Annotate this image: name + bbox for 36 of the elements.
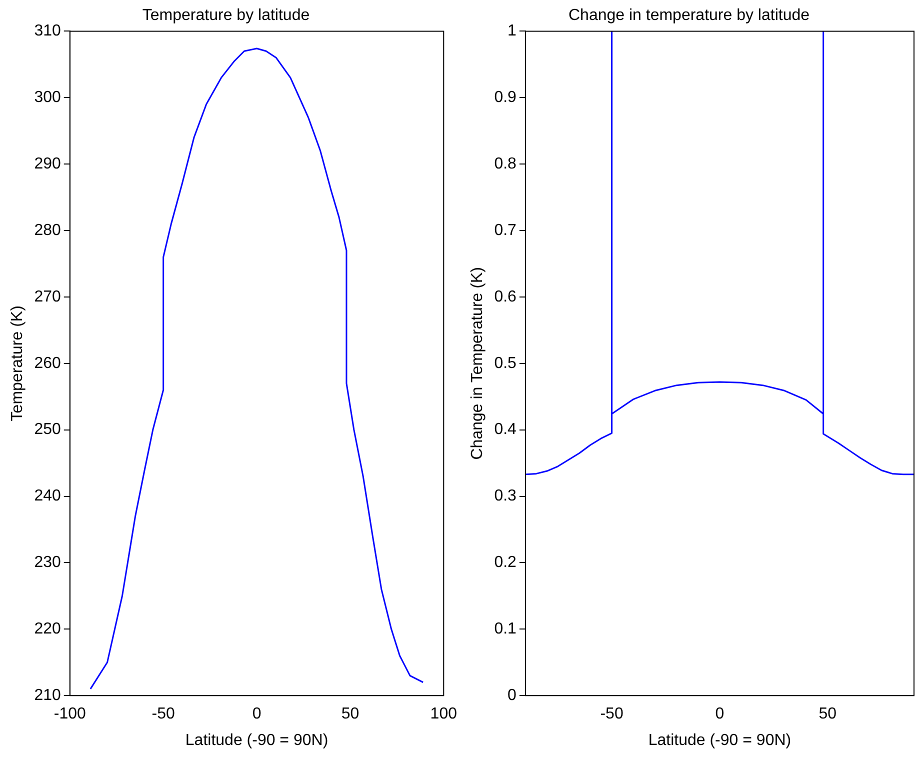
y-tick-label: 0.9 xyxy=(494,89,517,106)
y-tick-label: 280 xyxy=(34,222,61,239)
y-tick-label: 0.1 xyxy=(494,620,517,638)
x-tick-label: 0 xyxy=(715,706,724,723)
y-tick-label: 300 xyxy=(34,89,61,106)
y-tick-label: 0.2 xyxy=(494,554,517,572)
y-tick-label: 0 xyxy=(508,687,517,704)
y-tick-label: 290 xyxy=(34,155,61,172)
chart-title: Change in temperature by latitude xyxy=(568,7,810,24)
x-axis-title: Latitude (-90 = 90N) xyxy=(648,732,792,749)
y-tick-label: 260 xyxy=(34,354,61,372)
y-tick-label: 0.5 xyxy=(494,354,517,372)
x-tick-label: 0 xyxy=(252,706,262,723)
y-tick-label: 0.4 xyxy=(494,421,517,438)
y-tick-label: 0.7 xyxy=(494,222,517,239)
y-tick-label: 240 xyxy=(34,488,61,505)
x-tick-label: -50 xyxy=(600,706,624,723)
y-tick-label: 270 xyxy=(34,288,61,306)
x-axis-title: Latitude (-90 = 90N) xyxy=(185,732,328,749)
y-tick-label: 250 xyxy=(34,421,61,438)
chart-title: Temperature by latitude xyxy=(142,7,310,24)
y-tick-label: 0.6 xyxy=(494,288,517,306)
x-tick-label: -50 xyxy=(152,706,175,723)
x-tick-label: 100 xyxy=(430,706,458,723)
x-tick-label: 50 xyxy=(818,706,837,723)
y-tick-label: 1 xyxy=(508,22,517,40)
y-tick-label: 220 xyxy=(34,620,61,638)
y-tick-label: 0.8 xyxy=(494,155,517,172)
y-tick-label: 310 xyxy=(34,22,61,40)
y-tick-label: 230 xyxy=(34,554,61,572)
x-tick-label: 50 xyxy=(341,706,360,723)
y-tick-label: 210 xyxy=(34,687,61,704)
y-axis-title: Temperature (K) xyxy=(9,306,26,422)
y-tick-label: 0.3 xyxy=(494,488,517,505)
x-tick-label: -100 xyxy=(54,706,86,723)
y-axis-title: Change in Temperature (K) xyxy=(469,267,486,460)
